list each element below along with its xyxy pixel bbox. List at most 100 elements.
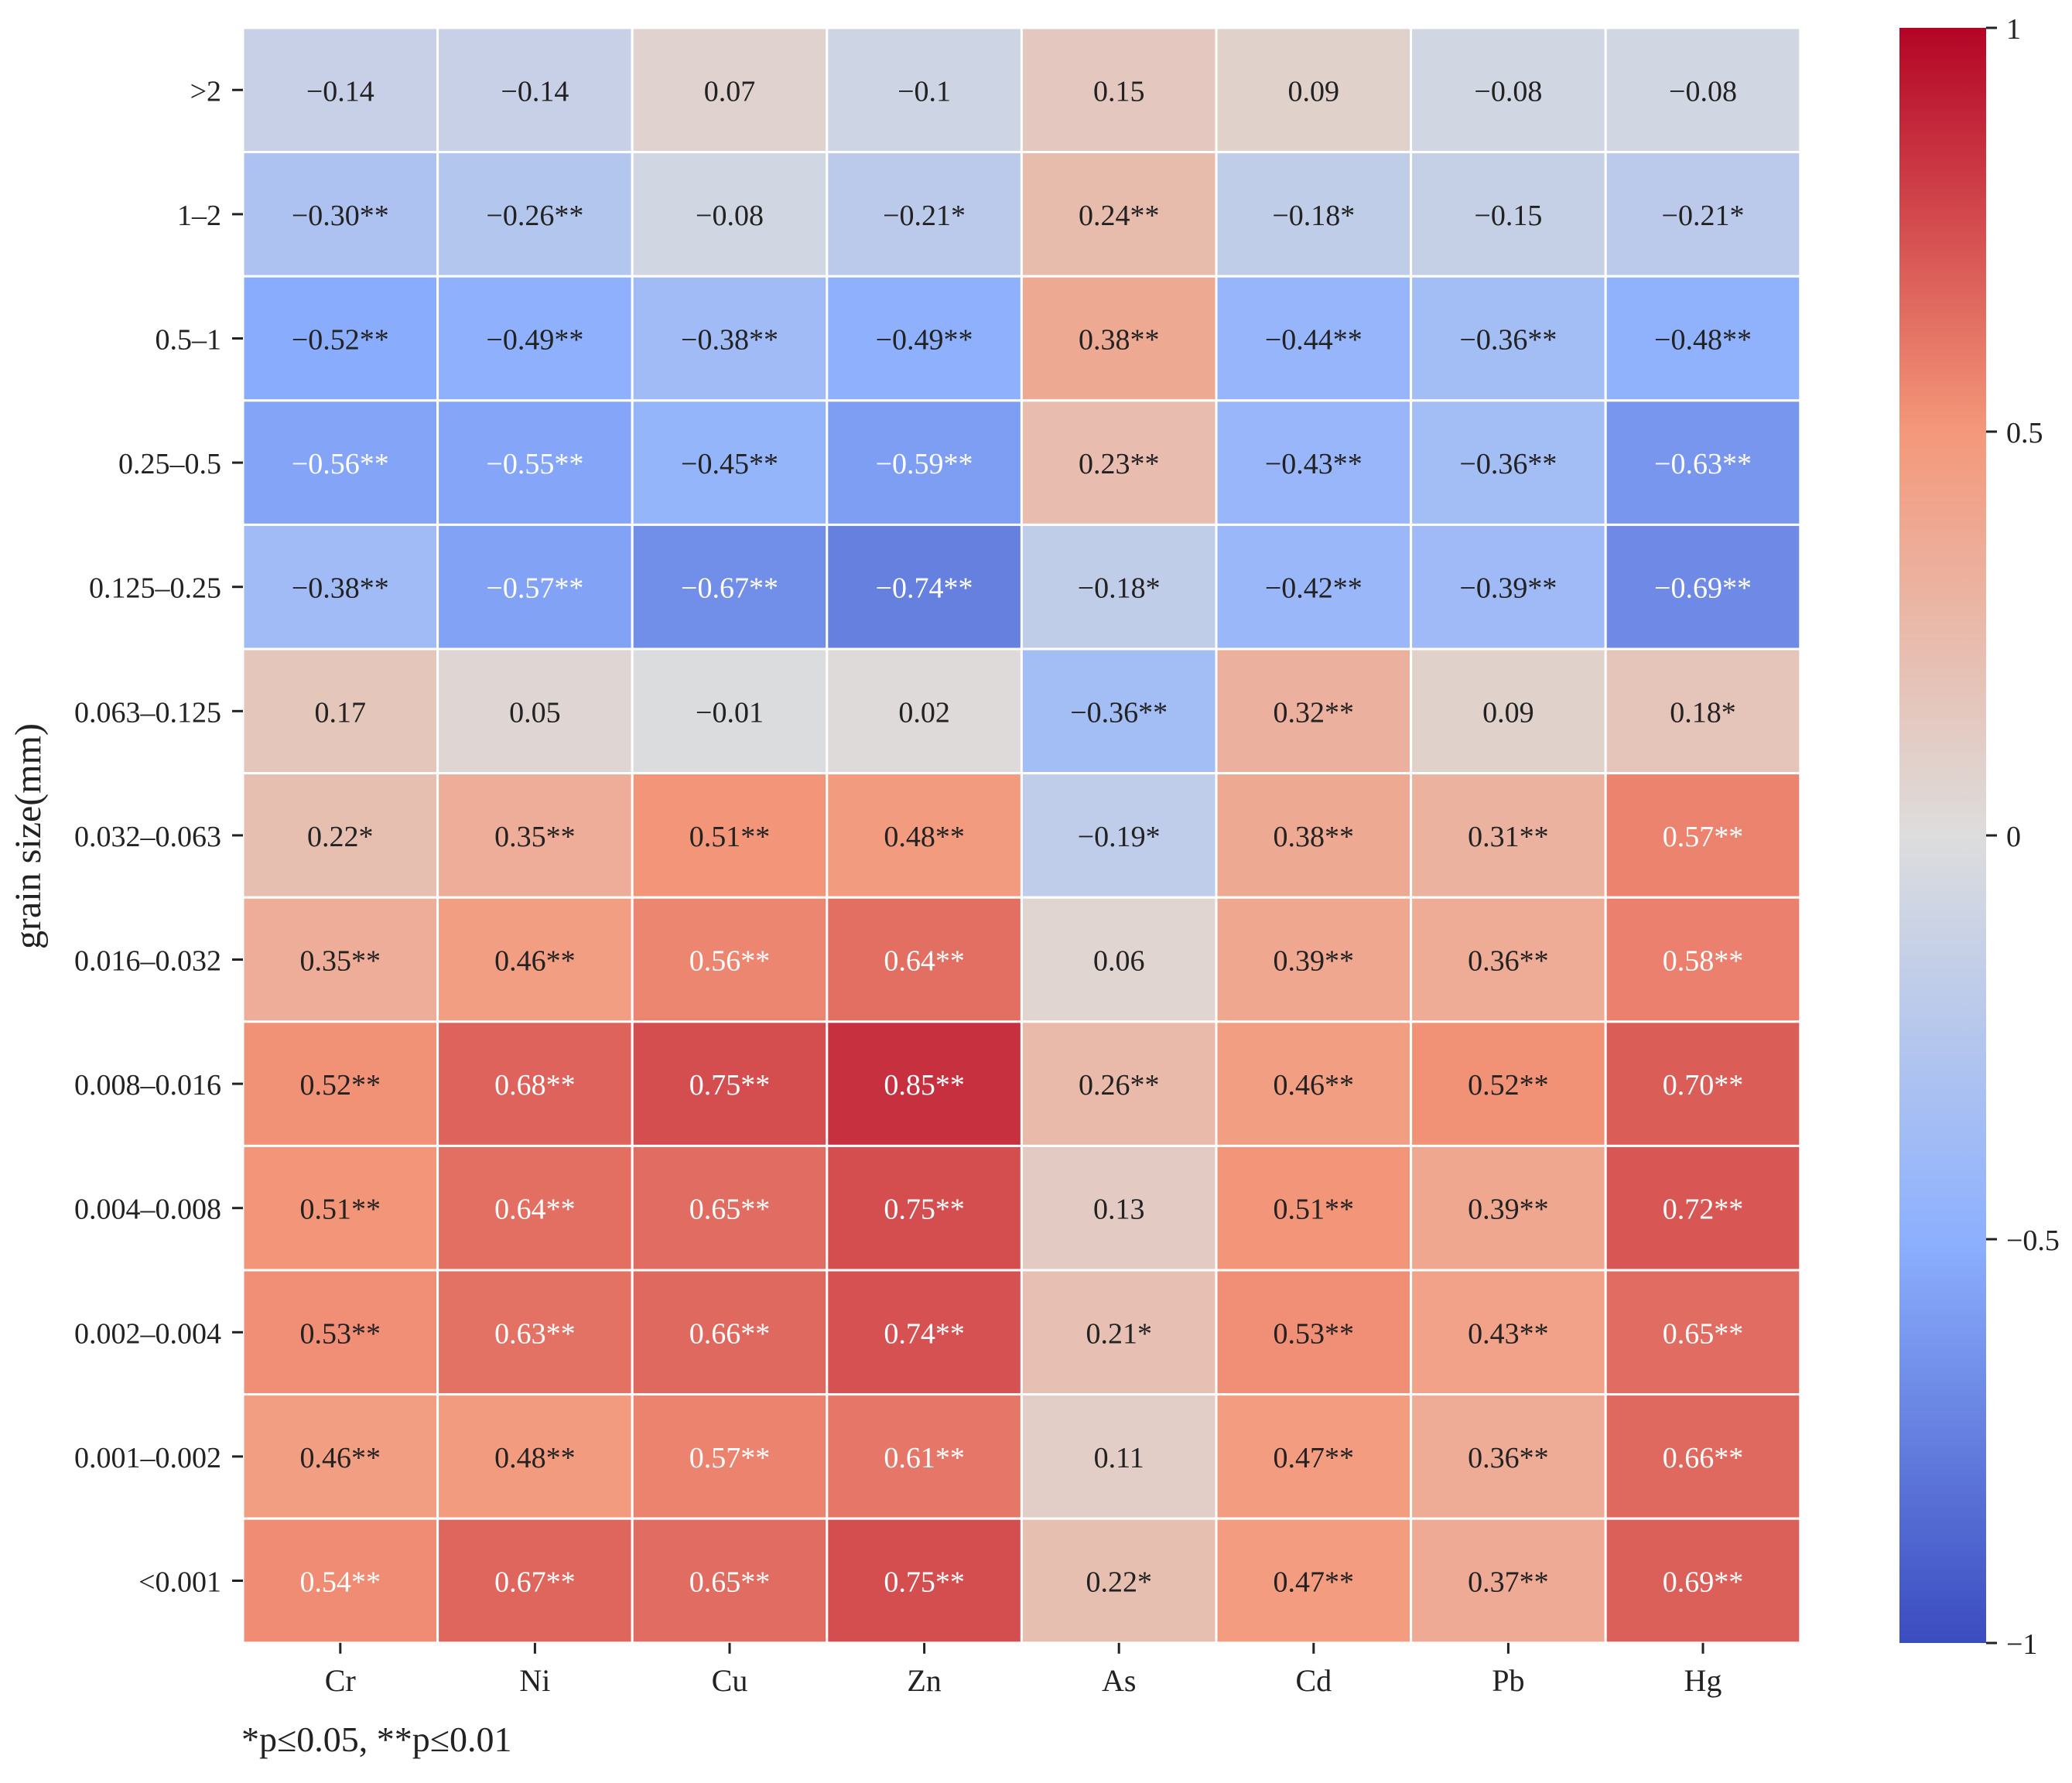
heatmap-cell [436,1020,634,1147]
heatmap-cell [1604,151,1802,278]
cell-annotation: 0.39** [1274,945,1355,978]
cell-annotation: −0.69** [1654,572,1752,605]
x-tick-label: Pb [1492,1663,1524,1698]
cell-annotation: 0.57** [689,1442,771,1474]
x-tick-label: Cu [712,1663,748,1698]
cell-annotation: −0.49** [486,324,583,357]
cell-annotation: 0.65** [689,1566,771,1599]
heatmap-cell [1020,1020,1218,1147]
cell-annotation: −0.44** [1265,324,1363,357]
cell-annotation: 0.51** [689,821,771,853]
heatmap-cell [241,26,439,154]
heatmap-cell [826,1020,1023,1147]
heatmap-cell [436,26,634,154]
y-tick-label: 0.001–0.002 [74,1442,221,1474]
y-tick-label: 0.002–0.004 [74,1317,221,1350]
y-tick-label: 0.063–0.125 [74,696,221,729]
heatmap-cell [241,1144,439,1272]
cell-annotation: 0.37** [1468,1566,1549,1599]
heatmap-cell [1604,1517,1802,1645]
heatmap-cell [1020,1144,1218,1272]
cell-annotation: 0.64** [884,945,965,978]
cell-annotation: −0.59** [876,448,973,480]
heatmap-cell [631,1393,829,1520]
cell-annotation: −0.36** [1459,448,1557,480]
cell-annotation: 0.07 [704,75,756,108]
heatmap-cell [826,1393,1023,1520]
y-tick-label: 0.004–0.008 [74,1194,221,1226]
heatmap-cell [1604,1144,1802,1272]
cell-annotation: −0.67** [681,572,778,605]
y-axis-ticks: >2 1–2 0.5–1 0.25–0.5 0.125–0.25 0.063–0.125 0… [74,75,243,1599]
heatmap-cell [1410,1393,1607,1520]
cell-annotation: −0.19* [1078,821,1161,853]
cell-annotation: 0.51** [1274,1194,1355,1226]
cell-annotation: −0.57** [486,572,583,605]
x-tick-label: Hg [1684,1663,1722,1698]
cell-annotation: −0.63** [1654,448,1752,480]
cell-annotation: 0.36** [1468,945,1549,978]
cell-annotation: 0.56** [689,945,771,978]
heatmap-cell [1020,647,1218,775]
cell-annotation: 0.75** [884,1566,965,1599]
cell-annotation: 0.35** [494,821,576,853]
heatmap-cells: −0.14 −0.14 0.07 −0.1 0.15 0.09 −0.08 −0.08 −0.3… [241,26,1802,1645]
y-tick-label: 0.125–0.25 [89,572,221,605]
cell-annotation: 0.53** [300,1317,381,1350]
heatmap-cell [631,647,829,775]
cell-annotation: 0.23** [1079,448,1160,480]
colorbar-tick-label: 0 [2006,821,2021,853]
cell-annotation: 0.72** [1663,1194,1744,1226]
colorbar-gradient [1899,28,1986,1643]
heatmap-cell [241,772,439,899]
cell-annotation: 0.38** [1274,821,1355,853]
heatmap-cell [631,26,829,154]
cell-annotation: −0.52** [292,324,389,357]
heatmap-cell [826,1517,1023,1645]
colorbar: 1 0.5 0 −0.5 −1 [1899,13,2060,1661]
cell-annotation: 0.67** [494,1566,576,1599]
heatmap-cell [436,647,634,775]
cell-annotation: 0.75** [884,1194,965,1226]
cell-annotation: 0.48** [884,821,965,853]
cell-annotation: 0.64** [494,1194,576,1226]
cell-annotation: 0.61** [884,1442,965,1474]
heatmap-cell [1020,772,1218,899]
cell-annotation: −0.42** [1265,572,1363,605]
cell-annotation: 0.13 [1093,1194,1145,1226]
x-tick-label: Ni [519,1663,550,1698]
cell-annotation: 0.52** [300,1069,381,1102]
cell-annotation: 0.21* [1086,1317,1152,1350]
heatmap-cell [826,26,1023,154]
heatmap-cell [631,1144,829,1272]
heatmap-cell [1604,647,1802,775]
cell-annotation: 0.70** [1663,1069,1744,1102]
cell-annotation: 0.46** [300,1442,381,1474]
cell-annotation: 0.47** [1274,1566,1355,1599]
cell-annotation: 0.58** [1663,945,1744,978]
heatmap-cell [1604,772,1802,899]
cell-annotation: 0.32** [1274,696,1355,729]
heatmap-cell [826,523,1023,651]
cell-annotation: −0.48** [1654,324,1752,357]
cell-annotation: −0.14 [306,75,374,108]
heatmap-cell [631,772,829,899]
cell-annotation: −0.1 [898,75,951,108]
heatmap-cell [1215,1144,1413,1272]
cell-annotation: −0.26** [486,200,583,232]
colorbar-tick-label: −1 [2006,1628,2037,1661]
colorbar-tick-label: −0.5 [2006,1225,2060,1257]
cell-annotation: 0.02 [898,696,950,729]
heatmap-cell [1410,1269,1607,1396]
cell-annotation: −0.08 [696,200,764,232]
heatmap-cell [631,896,829,1023]
heatmap-cell [1410,275,1607,402]
heatmap-cell [241,1517,439,1645]
y-tick-label: 0.5–1 [156,324,222,357]
heatmap-cell [436,1517,634,1645]
cell-annotation: 0.22* [307,821,374,853]
cell-annotation: −0.39** [1459,572,1557,605]
cell-annotation: 0.26** [1079,1069,1160,1102]
heatmap-cell [1020,523,1218,651]
